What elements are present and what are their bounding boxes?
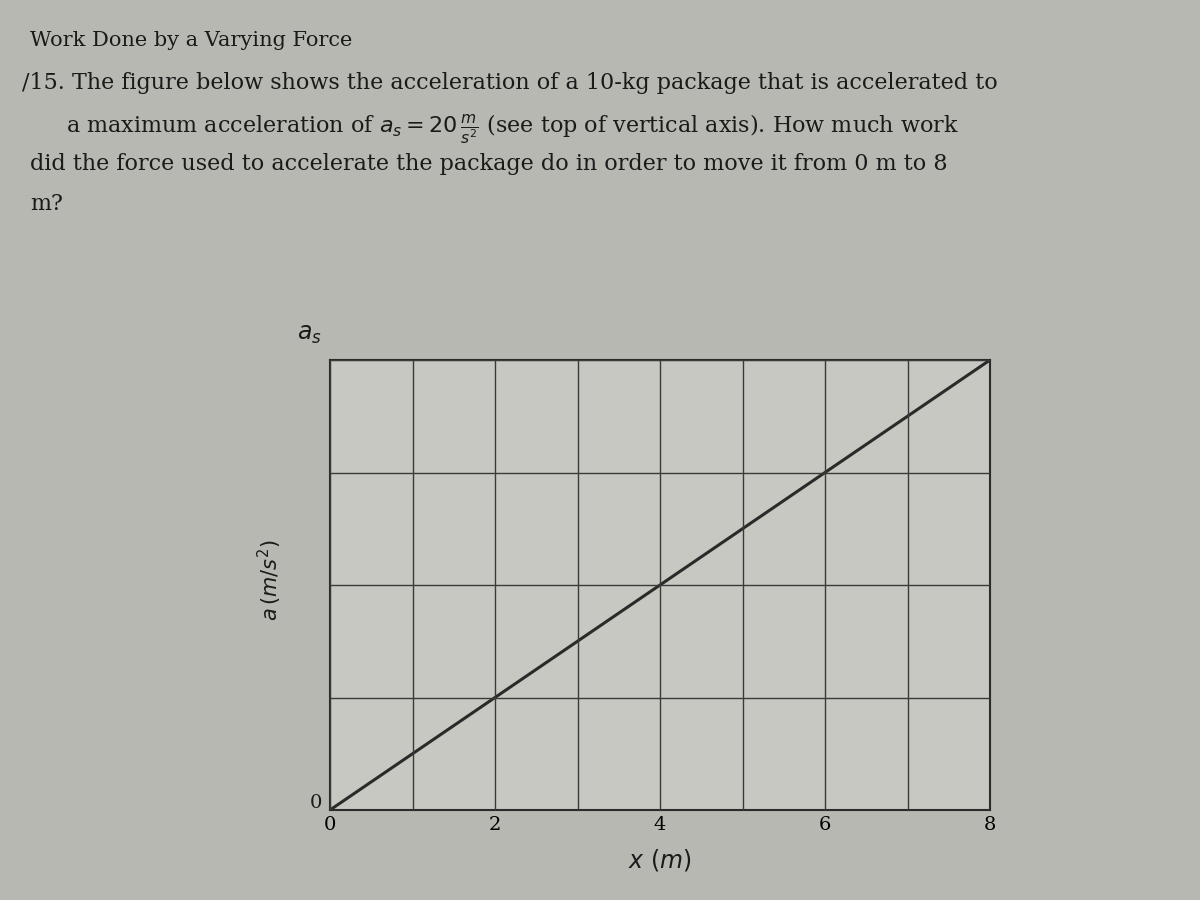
Text: $a_s$: $a_s$: [296, 323, 322, 346]
Text: did the force used to accelerate the package do in order to move it from 0 m to : did the force used to accelerate the pac…: [30, 153, 948, 175]
X-axis label: $x\ (m)$: $x\ (m)$: [628, 848, 692, 873]
Text: a maximum acceleration of $a_s = 20\,\frac{m}{s^2}$ (see top of vertical axis). : a maximum acceleration of $a_s = 20\,\fr…: [66, 112, 959, 147]
Text: Work Done by a Varying Force: Work Done by a Varying Force: [30, 32, 353, 50]
Text: /15. The figure below shows the acceleration of a 10-kg package that is accelera: /15. The figure below shows the accelera…: [22, 72, 997, 94]
Text: $a\,(m/s^2)$: $a\,(m/s^2)$: [256, 540, 284, 621]
Text: m?: m?: [30, 194, 62, 215]
Text: 0: 0: [310, 794, 322, 812]
